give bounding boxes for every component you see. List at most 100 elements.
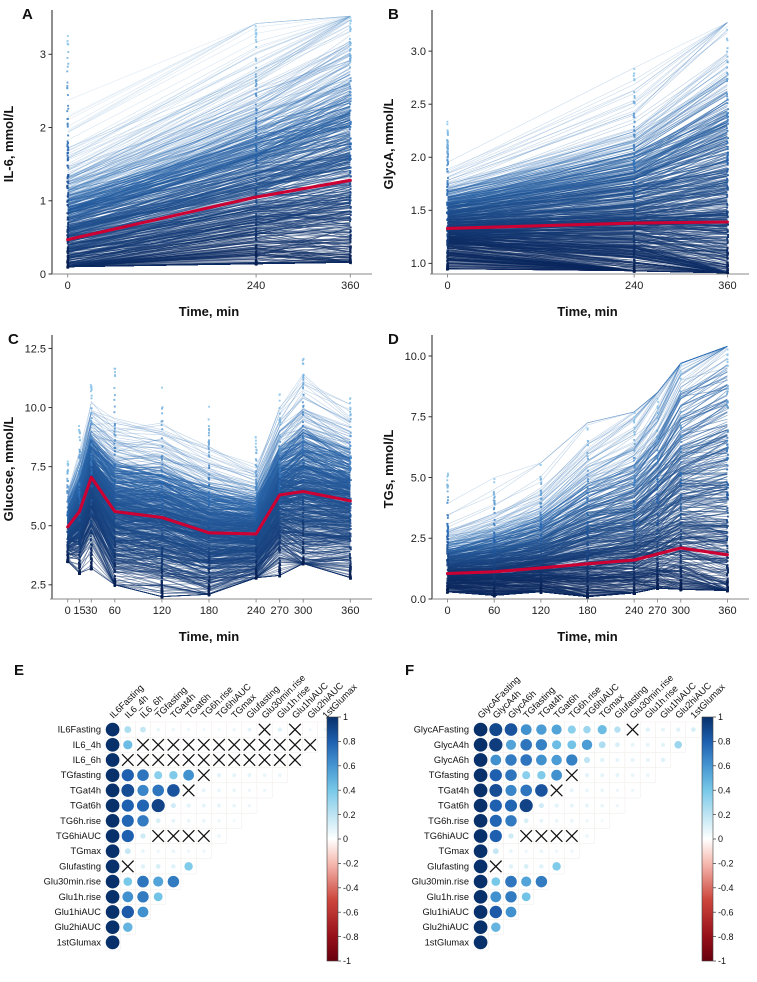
data-point — [302, 382, 305, 384]
data-point — [67, 117, 69, 120]
data-point — [726, 253, 729, 256]
data-point — [67, 62, 70, 65]
data-point — [79, 563, 81, 566]
data-point — [208, 578, 211, 581]
data-point — [349, 236, 352, 238]
data-point — [447, 560, 449, 562]
y-tick-label: 7.5 — [411, 412, 426, 424]
data-point — [493, 497, 496, 499]
data-point — [493, 585, 496, 588]
data-point — [447, 575, 449, 577]
data-point — [255, 559, 258, 562]
data-point — [493, 524, 496, 527]
data-point — [113, 507, 116, 510]
data-point — [493, 560, 495, 563]
trajectory-line — [447, 346, 728, 543]
data-point — [726, 118, 729, 121]
data-point — [67, 520, 69, 523]
data-point — [78, 558, 81, 561]
x-tick-label: 360 — [718, 605, 736, 617]
data-point — [255, 528, 258, 531]
data-point — [349, 246, 352, 248]
y-tick-label: 2.0 — [411, 152, 426, 164]
data-point — [446, 257, 449, 260]
panel-c: C 2.5 5.0 7.5 10.0 12.5 0 15 30 60 120 180 240 270 30… — [0, 325, 380, 647]
data-point — [208, 547, 211, 549]
data-point — [633, 168, 636, 171]
data-point — [66, 511, 69, 513]
trajectory-line — [67, 72, 351, 190]
trajectory-line — [67, 249, 351, 268]
x-tick-label: 240 — [247, 605, 265, 617]
trajectory-line — [67, 414, 351, 505]
x-tick-label: 60 — [488, 605, 500, 617]
data-point — [447, 525, 449, 528]
trajectory-line — [67, 524, 351, 591]
data-point — [255, 232, 258, 235]
data-point — [302, 543, 305, 546]
data-point — [349, 171, 352, 174]
trajectory-line — [447, 22, 728, 173]
data-point — [279, 531, 281, 534]
data-point — [114, 540, 116, 543]
trajectory-line — [67, 408, 351, 501]
data-point — [726, 206, 729, 209]
data-point — [90, 455, 93, 458]
data-point — [349, 16, 352, 19]
data-point — [255, 478, 257, 481]
data-point — [66, 472, 69, 475]
data-point — [349, 256, 352, 259]
data-point — [540, 573, 543, 576]
data-point — [726, 162, 729, 165]
data-point — [161, 485, 164, 488]
data-point — [67, 535, 69, 538]
data-point — [493, 558, 496, 561]
trajectory-line — [447, 346, 728, 504]
data-point — [302, 512, 304, 514]
data-point — [90, 566, 93, 569]
data-point — [66, 551, 69, 553]
data-point — [67, 174, 70, 177]
data-point — [726, 73, 729, 76]
data-point — [539, 591, 542, 594]
data-point — [302, 501, 304, 504]
data-point — [302, 373, 305, 376]
data-point — [349, 142, 352, 145]
data-point — [255, 161, 258, 164]
data-point — [446, 130, 449, 133]
data-point — [161, 532, 164, 535]
trajectory-line — [67, 34, 351, 179]
data-point — [254, 144, 257, 146]
data-point — [255, 82, 258, 85]
data-point — [255, 505, 258, 508]
data-point — [89, 539, 92, 542]
trajectory-line — [67, 42, 351, 188]
data-point — [633, 266, 636, 269]
data-point — [67, 498, 69, 501]
trajectory-line — [67, 382, 351, 495]
data-point — [633, 72, 636, 75]
data-point — [161, 537, 164, 540]
data-point — [726, 129, 729, 132]
data-point — [447, 222, 449, 224]
data-point — [254, 125, 257, 128]
data-point — [301, 547, 304, 550]
data-point — [632, 181, 635, 183]
data-point — [726, 152, 729, 155]
plot-area: 2.55.07.510.012.50 15 30 60 120 180 240 270 300 3… — [1, 335, 372, 644]
data-point — [278, 393, 281, 396]
data-point — [632, 116, 635, 119]
data-point — [160, 588, 163, 590]
data-point — [446, 517, 449, 519]
data-point — [726, 204, 729, 207]
data-point — [349, 509, 352, 512]
data-point — [301, 413, 304, 416]
trajectory-line — [67, 409, 351, 495]
data-point — [302, 552, 305, 555]
data-point — [349, 59, 352, 61]
panel-a: A 0 1 2 3 0 240 360 Time, min IL-6, mmol/L — [0, 0, 380, 322]
data-point — [114, 373, 116, 376]
data-point — [207, 443, 210, 446]
data-point — [349, 546, 352, 549]
data-point — [349, 564, 352, 567]
